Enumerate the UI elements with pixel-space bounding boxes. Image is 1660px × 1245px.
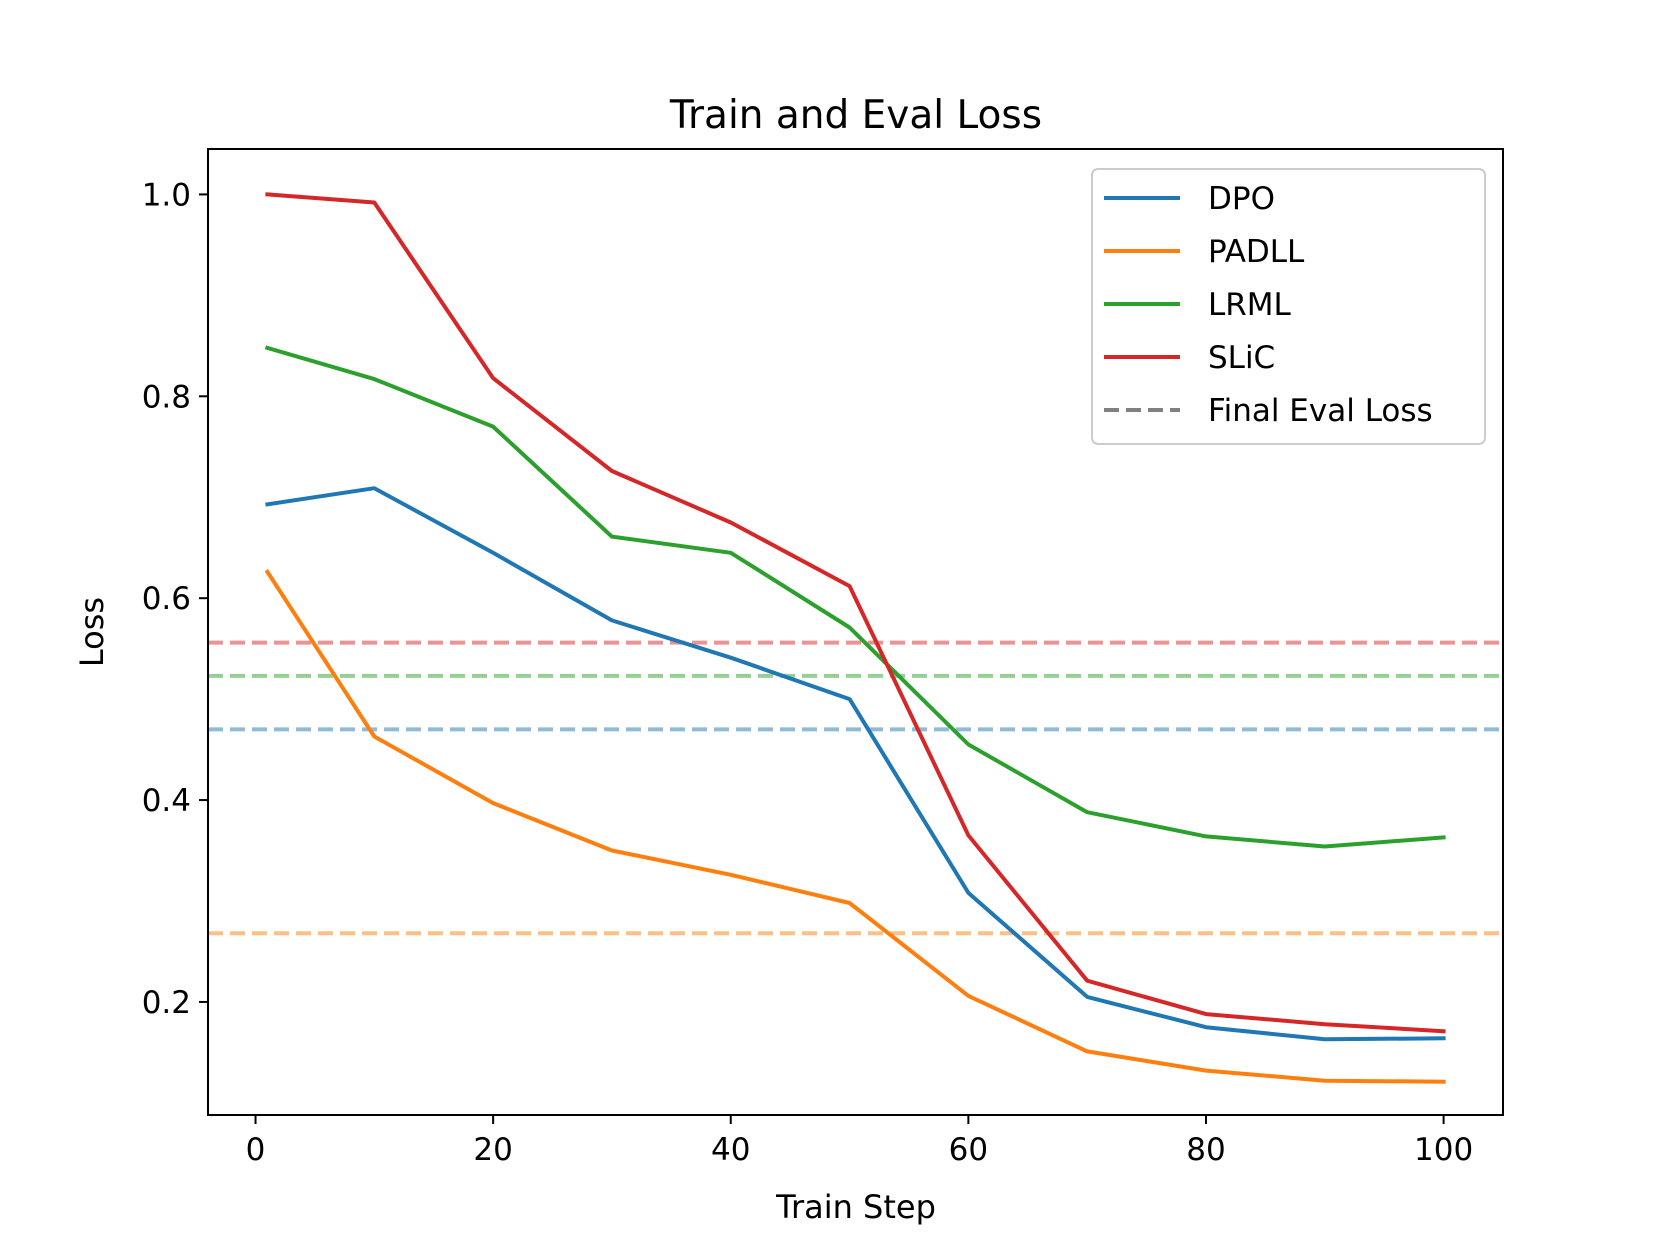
x-axis-label: Train Step — [775, 1188, 936, 1226]
legend-label-dpo: DPO — [1208, 181, 1275, 217]
y-tick-label: 0.2 — [142, 985, 191, 1021]
series-lines — [264, 192, 1446, 1084]
legend-box — [1091, 168, 1486, 445]
series-line-padll — [264, 569, 1446, 1084]
x-tick-label: 100 — [1414, 1132, 1473, 1168]
series-line-lrml — [264, 345, 1446, 849]
x-tick-label: 40 — [711, 1132, 750, 1168]
x-tick-label: 0 — [246, 1132, 266, 1168]
legend: DPO PADLL LRML SLiC Final Eval Loss — [1091, 168, 1486, 445]
eval-lines — [208, 640, 1503, 936]
x-axis: 0 20 40 60 80 100 — [246, 1115, 1473, 1168]
x-tick-label: 60 — [949, 1132, 988, 1168]
y-tick-label: 0.4 — [142, 783, 191, 819]
y-axis-label: Loss — [73, 597, 111, 667]
chart-title: Train and Eval Loss — [669, 93, 1042, 138]
legend-label-lrml: LRML — [1208, 287, 1292, 323]
series-line-slic — [265, 192, 1446, 1034]
legend-label-slic: SLiC — [1208, 340, 1275, 376]
y-axis: 0.2 0.4 0.6 0.8 1.0 — [142, 177, 208, 1021]
x-tick-label: 80 — [1186, 1132, 1225, 1168]
x-tick-label: 20 — [473, 1132, 512, 1168]
y-tick-label: 1.0 — [142, 177, 191, 213]
series-line-dpo — [265, 486, 1446, 1042]
y-tick-label: 0.6 — [142, 581, 191, 617]
y-tick-label: 0.8 — [142, 379, 191, 415]
legend-label-padll: PADLL — [1208, 234, 1305, 270]
legend-label-final-eval-loss: Final Eval Loss — [1208, 393, 1433, 429]
plot-frame — [207, 148, 1504, 1116]
